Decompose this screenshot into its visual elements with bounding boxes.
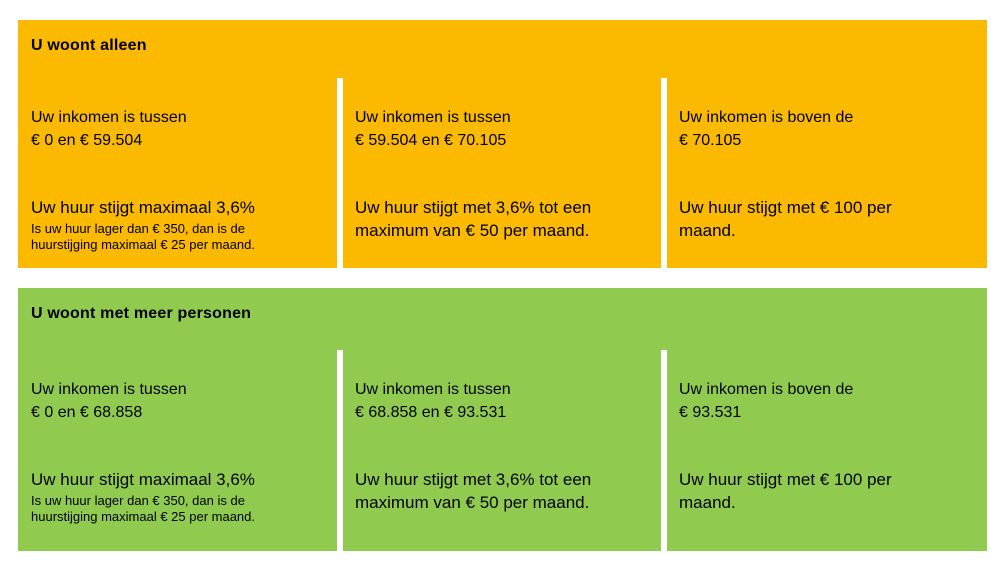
rent-increase-text: Uw huur stijgt met 3,6% tot een maximum … — [355, 470, 592, 512]
income-bracket-column-middle: Uw inkomen is tussen € 68.858 en € 93.53… — [343, 350, 661, 551]
rent-increase-note: Is uw huur lager dan € 350, dan is de hu… — [31, 493, 256, 524]
income-bracket-column-high: Uw inkomen is boven de € 70.105 Uw huur … — [667, 78, 987, 268]
income-range-text: Uw inkomen is boven de € 93.531 — [679, 381, 854, 421]
panel-multi-title: U woont met meer personen — [31, 305, 252, 322]
rent-increase-text: Uw huur stijgt met 3,6% tot een maximum … — [355, 198, 592, 240]
rent-increase-text: Uw huur stijgt maximaal 3,6% — [31, 470, 255, 489]
income-bracket-column-middle: Uw inkomen is tussen € 59.504 en € 70.10… — [343, 78, 661, 268]
column-divider — [661, 350, 667, 551]
income-bracket-column-high: Uw inkomen is boven de € 93.531 Uw huur … — [667, 350, 987, 551]
columns-row: Uw inkomen is tussen € 0 en € 68.858 Uw … — [18, 350, 987, 551]
income-range-text: Uw inkomen is boven de € 70.105 — [679, 109, 854, 149]
rent-increase-text: Uw huur stijgt met € 100 per maand. — [679, 198, 892, 240]
rent-increase-text: Uw huur stijgt maximaal 3,6% — [31, 198, 255, 217]
panel-multi-household: U woont met meer personen Uw inkomen is … — [18, 288, 987, 551]
panel-single-title: U woont alleen — [31, 37, 147, 54]
rent-increase-text: Uw huur stijgt met € 100 per maand. — [679, 470, 892, 512]
panel-single-household: U woont alleen Uw inkomen is tussen € 0 … — [18, 20, 987, 268]
income-range-text: Uw inkomen is tussen € 68.858 en € 93.53… — [355, 381, 511, 421]
income-range-text: Uw inkomen is tussen € 0 en € 68.858 — [31, 381, 187, 421]
column-divider — [337, 78, 343, 268]
column-divider — [661, 78, 667, 268]
income-range-text: Uw inkomen is tussen € 0 en € 59.504 — [31, 109, 187, 149]
income-range-text: Uw inkomen is tussen € 59.504 en € 70.10… — [355, 109, 511, 149]
income-bracket-column-low: Uw inkomen is tussen € 0 en € 68.858 Uw … — [18, 350, 337, 551]
income-bracket-column-low: Uw inkomen is tussen € 0 en € 59.504 Uw … — [18, 78, 337, 268]
columns-row: Uw inkomen is tussen € 0 en € 59.504 Uw … — [18, 78, 987, 268]
column-divider — [337, 350, 343, 551]
rent-increase-note: Is uw huur lager dan € 350, dan is de hu… — [31, 221, 256, 252]
